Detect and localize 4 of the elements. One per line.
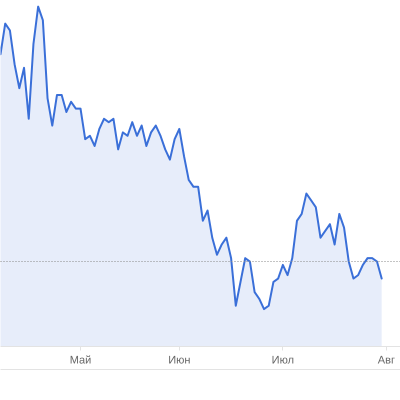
x-tick-label: Июн — [168, 354, 190, 366]
x-tick-label: Июл — [272, 354, 294, 366]
x-tick-label: Авг — [378, 354, 395, 366]
x-tick-label: Май — [70, 354, 92, 366]
